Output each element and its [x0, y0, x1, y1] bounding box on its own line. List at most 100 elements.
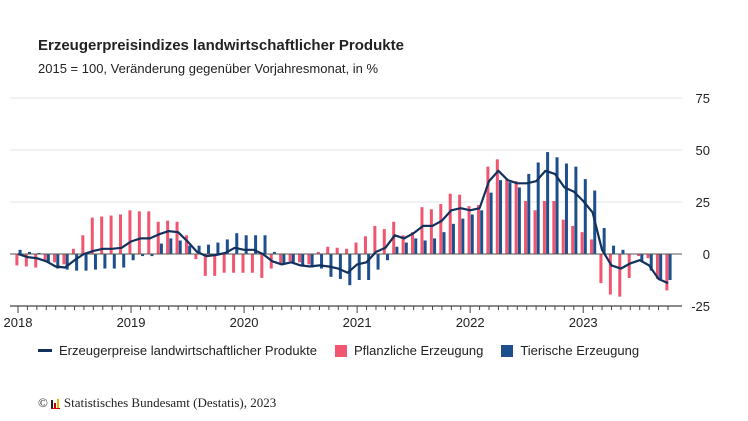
y-tick-label: -25: [691, 299, 710, 314]
bar-pflanzlich: [580, 232, 584, 254]
bar-tierisch: [640, 254, 644, 262]
bar-tierisch: [37, 252, 41, 254]
bar-tierisch: [188, 245, 192, 254]
bar-tierisch: [122, 254, 126, 268]
bar-tierisch: [103, 254, 107, 269]
legend: Erzeugerpreise landwirtschaftlicher Prod…: [38, 343, 657, 358]
bar-pflanzlich: [627, 254, 631, 278]
bar-pflanzlich: [637, 254, 641, 257]
bar-pflanzlich: [552, 200, 556, 254]
chart-subtitle: 2015 = 100, Veränderung gegenüber Vorjah…: [38, 61, 379, 76]
bar-tierisch: [46, 254, 50, 263]
bar-tierisch: [357, 254, 361, 280]
bar-tierisch: [141, 254, 145, 257]
bar-tierisch: [649, 254, 653, 271]
bar-tierisch: [84, 254, 88, 271]
bar-tierisch: [320, 254, 324, 269]
bar-pflanzlich: [618, 254, 622, 297]
bar-tierisch: [527, 173, 531, 254]
bar-pflanzlich: [175, 221, 179, 254]
bar-pflanzlich: [119, 214, 123, 254]
bar-tierisch: [395, 246, 399, 254]
bar-tierisch: [216, 242, 220, 254]
bar-tierisch: [367, 254, 371, 280]
legend-item-pink[interactable]: Pflanzliche Erzeugung: [334, 343, 484, 358]
x-tick-label: 2020: [230, 315, 259, 330]
legend-line-swatch: [38, 349, 52, 352]
bar-tierisch: [282, 254, 286, 265]
bar-tierisch: [310, 254, 314, 268]
bar-tierisch: [602, 228, 606, 254]
legend-label: Erzeugerpreise landwirtschaftlicher Prod…: [59, 343, 317, 358]
bar-pflanzlich: [232, 254, 236, 273]
bar-pflanzlich: [439, 204, 443, 254]
legend-label: Pflanzliche Erzeugung: [353, 343, 484, 358]
bar-tierisch: [668, 254, 672, 280]
bar-tierisch: [612, 245, 616, 254]
bar-pflanzlich: [514, 181, 518, 254]
bar-pflanzlich: [316, 251, 320, 254]
bar-pflanzlich: [345, 248, 349, 254]
line-erzeugerpreise: [17, 169, 669, 285]
x-tick-label: 2022: [456, 315, 485, 330]
bar-tierisch: [329, 254, 333, 277]
bar-pflanzlich: [429, 209, 433, 254]
bar-pflanzlich: [590, 239, 594, 254]
bar-tierisch: [28, 251, 32, 254]
bar-tierisch: [470, 214, 474, 254]
bar-pflanzlich: [571, 225, 575, 254]
destatis-logo-icon: [50, 398, 60, 409]
bar-pflanzlich: [373, 225, 377, 254]
bar-pflanzlich: [184, 235, 188, 254]
y-tick-label: 75: [696, 91, 710, 106]
bar-tierisch: [517, 187, 521, 254]
bar-pflanzlich: [241, 254, 245, 273]
bar-tierisch: [301, 254, 305, 267]
bar-tierisch: [574, 166, 578, 254]
bar-tierisch: [480, 210, 484, 254]
bar-pflanzlich: [298, 254, 301, 263]
bar-tierisch: [263, 235, 267, 254]
bar-tierisch: [169, 238, 173, 254]
bar-tierisch: [385, 254, 389, 261]
bar-pflanzlich: [288, 254, 292, 262]
bar-pflanzlich: [15, 254, 19, 266]
bar-pflanzlich: [448, 193, 452, 254]
bar-tierisch: [338, 254, 342, 279]
bar-pflanzlich: [203, 254, 207, 276]
legend-item-blue[interactable]: Tierische Erzeugung: [501, 343, 639, 358]
bar-pflanzlich: [655, 254, 659, 279]
legend-blue-swatch: [501, 344, 514, 357]
bar-pflanzlich: [81, 235, 85, 254]
y-tick-label: 50: [696, 143, 710, 158]
legend-label: Tierische Erzeugung: [520, 343, 640, 358]
bar-tierisch: [159, 243, 163, 254]
source-text: Statistisches Bundesamt (Destatis), 2023: [63, 395, 277, 410]
y-tick-label: 25: [696, 195, 710, 210]
legend-item-line[interactable]: Erzeugerpreise landwirtschaftlicher Prod…: [38, 343, 317, 358]
bar-tierisch: [376, 254, 380, 270]
bar-pflanzlich: [147, 211, 151, 254]
bar-pflanzlich: [71, 248, 75, 254]
bar-tierisch: [93, 254, 97, 270]
bar-pflanzlich: [109, 215, 113, 254]
x-tick-label: 2023: [569, 315, 598, 330]
bar-pflanzlich: [100, 216, 104, 254]
bar-tierisch: [461, 218, 465, 254]
bar-pflanzlich: [363, 236, 367, 254]
bar-tierisch: [112, 254, 116, 269]
chart-title: Erzeugerpreisindizes landwirtschaftliche…: [38, 37, 404, 54]
bar-tierisch: [225, 239, 229, 254]
bar-tierisch: [75, 254, 79, 271]
bar-tierisch: [555, 157, 559, 254]
bar-pflanzlich: [382, 229, 386, 254]
bar-pflanzlich: [561, 219, 565, 254]
bar-tierisch: [442, 232, 446, 254]
x-tick-label: 2019: [117, 315, 146, 330]
bar-tierisch: [178, 240, 182, 254]
bar-pflanzlich: [128, 210, 132, 254]
bar-pflanzlich: [156, 221, 160, 254]
bar-tierisch: [244, 235, 248, 254]
legend-pink-swatch: [334, 344, 347, 357]
